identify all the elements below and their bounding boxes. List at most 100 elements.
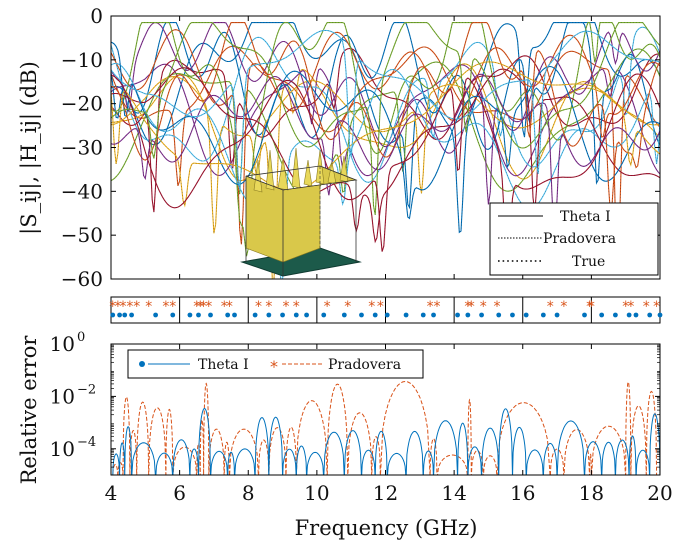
magnitude-y-tick-label: −50	[61, 223, 103, 247]
magnitude-curve-true	[111, 74, 660, 231]
x-tick-label: 16	[510, 481, 535, 505]
error-y-tick-exponent: −4	[77, 435, 96, 450]
error-legend-theta: Theta I	[198, 357, 249, 373]
sample-point-pradovera: *	[494, 299, 501, 315]
sample-point-theta	[403, 312, 409, 318]
sample-point-theta	[540, 312, 546, 318]
magnitude-legend: Theta I Pradovera True	[489, 202, 659, 276]
sample-point-pradovera: *	[653, 299, 660, 315]
sample-point-theta	[304, 312, 309, 318]
sample-point-pradovera: *	[109, 299, 116, 315]
magnitude-curve-true	[111, 22, 660, 215]
sample-point-theta	[110, 312, 116, 318]
sample-point-theta	[321, 312, 327, 318]
magnitude-curve-true	[111, 22, 660, 210]
magnitude-curve	[111, 22, 660, 257]
x-tick-label: 20	[647, 481, 672, 505]
sample-point-pradovera: *	[221, 299, 228, 315]
x-tick-label: 10	[304, 481, 329, 505]
magnitude-curve-true	[111, 48, 660, 213]
sample-point-theta	[554, 312, 560, 318]
sample-point-pradovera: *	[282, 299, 289, 315]
magnitude-curve	[111, 22, 660, 205]
sample-point-theta	[208, 312, 213, 318]
sample-point-theta	[232, 312, 237, 318]
sample-point-theta	[170, 312, 176, 318]
magnitude-panel: 0 −10 −20 −30 −40 −50 −60 |S_ij|, |H_ij| (dB)	[17, 4, 661, 291]
magnitude-curve-true	[111, 64, 660, 177]
magnitude-curve-true	[111, 63, 660, 279]
sample-point-pradovera: *	[162, 299, 169, 315]
sample-point-pradovera: *	[588, 299, 595, 315]
sample-point-pradovera: *	[197, 299, 204, 315]
sample-point-pradovera: *	[200, 299, 207, 315]
error-y-tick-exponent: −2	[77, 382, 96, 397]
sample-point-pradovera: *	[627, 299, 634, 315]
sample-point-theta	[599, 312, 605, 318]
magnitude-y-tick-label: 0	[90, 4, 103, 28]
sample-point-pradovera: *	[120, 299, 127, 315]
sample-point-pradovera: *	[368, 299, 375, 315]
sample-point-theta	[465, 312, 471, 318]
sample-point-theta	[384, 312, 390, 318]
magnitude-y-label: |S_ij|, |H_ij| (dB)	[17, 61, 42, 235]
legend-pradovera: Pradovera	[543, 231, 616, 247]
sample-point-pradovera: *	[133, 299, 140, 315]
magnitude-y-tick-label: −20	[61, 92, 103, 116]
sample-point-theta	[252, 312, 258, 318]
sample-point-theta	[510, 312, 515, 318]
sample-point-theta	[647, 312, 653, 318]
sample-point-pradovera: *	[114, 299, 121, 315]
x-tick-label: 12	[373, 481, 398, 505]
sample-point-pradovera: *	[145, 299, 152, 315]
error-y-tick-label: 10	[50, 384, 75, 408]
sample-point-pradovera: *	[293, 299, 300, 315]
sample-point-theta	[129, 312, 134, 318]
magnitude-curve-true	[111, 30, 660, 190]
sample-point-pradovera: *	[205, 299, 212, 315]
legend-theta: Theta I	[560, 209, 611, 225]
sample-point-pradovera: *	[464, 299, 471, 315]
sample-point-pradovera: *	[255, 299, 262, 315]
sample-point-pradovera: *	[427, 299, 434, 315]
magnitude-curve	[111, 73, 660, 262]
sample-point-pradovera: *	[560, 299, 567, 315]
x-tick-label: 4	[105, 481, 118, 505]
error-curve-theta	[112, 407, 660, 475]
sample-point-theta	[479, 312, 484, 318]
sample-point-theta	[431, 312, 436, 318]
sample-point-theta	[117, 312, 122, 318]
sample-point-pradovera: *	[468, 299, 475, 315]
sample-point-pradovera: *	[324, 299, 331, 315]
sample-point-pradovera: *	[126, 299, 133, 315]
sample-point-pradovera: *	[480, 299, 487, 315]
sample-point-pradovera: *	[622, 299, 629, 315]
magnitude-curve-true	[111, 29, 660, 245]
magnitude-curve-true	[111, 61, 660, 207]
sample-point-theta	[341, 312, 347, 318]
sample-point-theta	[359, 312, 364, 318]
error-y-tick-label: 10	[50, 332, 75, 356]
sample-point-pradovera: *	[193, 299, 200, 315]
magnitude-y-tick-label: −40	[61, 179, 103, 203]
magnitude-y-ticks: 0 −10 −20 −30 −40 −50 −60	[61, 4, 660, 291]
x-tick-label: 14	[441, 481, 466, 505]
sample-point-theta	[420, 312, 426, 318]
magnitude-curve-true	[111, 22, 660, 184]
sample-point-theta	[122, 312, 128, 318]
sample-point-theta	[496, 312, 502, 318]
sample-point-pradovera: *	[265, 299, 272, 315]
magnitude-curve-true	[111, 41, 660, 219]
sample-point-theta	[657, 312, 663, 318]
sample-point-pradovera: *	[433, 299, 440, 315]
error-legend-pradovera: Pradovera	[328, 357, 401, 373]
magnitude-curve-true	[111, 26, 660, 183]
sample-point-pradovera: *	[586, 299, 593, 315]
x-axis-label: Frequency (GHz)	[295, 516, 478, 540]
sample-strip-ticks	[110, 297, 661, 323]
magnitude-y-tick-label: −10	[61, 48, 103, 72]
magnitude-grid	[110, 16, 661, 279]
sample-point-pradovera: *	[643, 299, 650, 315]
